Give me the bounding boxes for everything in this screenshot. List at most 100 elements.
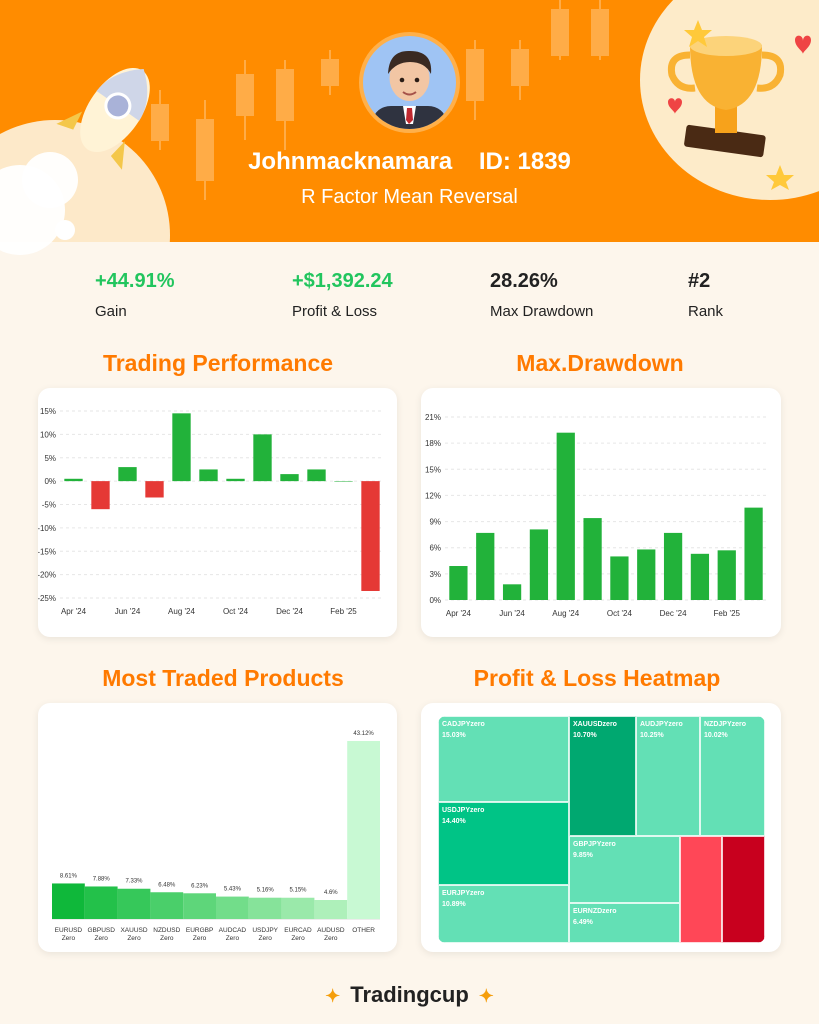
x-tick-label: Dec '24 <box>276 607 303 616</box>
bar <box>610 556 629 600</box>
bar <box>91 481 110 510</box>
y-tick-label: -15% <box>38 547 56 556</box>
pnl-heatmap: CADJPYzero 15.03% USDJPYzero 14.40% EURJPYze… <box>438 716 765 943</box>
y-tick-label: 9% <box>429 518 441 527</box>
bar <box>529 529 549 600</box>
bar <box>172 413 191 482</box>
bar <box>556 432 575 600</box>
category-label: OTHER <box>352 927 375 934</box>
heatmap-cell: EURJPYzero 10.89% <box>438 885 569 943</box>
username: Johnmacknamara <box>248 148 453 175</box>
bar-value-label: 6.23% <box>191 883 209 889</box>
bar <box>118 467 137 482</box>
bar-value-label: 6.48% <box>158 882 176 888</box>
heatmap-card: CADJPYzero 15.03% USDJPYzero 14.40% EURJPYze… <box>421 703 781 952</box>
stat-rank-value: #2 <box>688 270 711 292</box>
y-tick-label: -5% <box>42 501 56 510</box>
y-tick-label: 3% <box>429 570 441 579</box>
heatmap-cell: AUDJPYzero 10.25% <box>636 716 700 836</box>
heatmap-cell-value: 10.02% <box>704 731 728 739</box>
bar <box>307 469 326 482</box>
footer-brand: ✦ Tradingcup ✦ <box>0 982 819 1008</box>
heatmap-cell-name: NZDJPYzero <box>704 721 747 728</box>
x-tick-label: Jun '24 <box>499 609 525 618</box>
y-tick-label: 0% <box>429 596 441 605</box>
category-label: AUDUSD <box>317 927 345 934</box>
y-tick-label: 10% <box>40 430 56 439</box>
user-avatar <box>359 32 460 133</box>
product-bar <box>52 883 85 919</box>
y-tick-label: 18% <box>425 439 441 448</box>
category-label: EURUSD <box>55 927 83 934</box>
category-label-line2: Zero <box>291 935 305 942</box>
x-tick-label: Aug '24 <box>168 607 195 616</box>
bar <box>226 478 245 482</box>
y-tick-label: 15% <box>40 407 56 416</box>
candlestick-background <box>151 0 609 200</box>
heatmap-cell-name: CADJPYzero <box>442 721 485 728</box>
product-bar <box>248 897 282 919</box>
heatmap-cell-name: GBPJPYzero <box>573 841 616 848</box>
heatmap-cell-value: 9.85% <box>573 851 593 859</box>
bar-value-label: 5.15% <box>289 888 307 894</box>
bar-value-label: 4.6% <box>324 890 338 896</box>
y-tick-label: 5% <box>44 454 56 463</box>
bar <box>145 481 164 498</box>
heatmap-cell-name: EURNZDzero <box>573 908 617 915</box>
bar-value-label: 5.16% <box>257 888 275 894</box>
bar <box>199 469 218 482</box>
bar-value-label: 7.88% <box>93 876 111 882</box>
stat-pnl-label: Profit & Loss <box>292 303 378 320</box>
heatmap-cell-value: 10.89% <box>442 900 466 908</box>
product-bar <box>117 888 151 919</box>
heatmap-cell-value: 10.70% <box>573 731 597 739</box>
bar <box>502 584 522 600</box>
x-tick-label: Aug '24 <box>552 609 579 618</box>
bar-value-label: 8.61% <box>60 873 78 879</box>
leaf-icon-right: ✦ <box>478 986 494 1006</box>
product-bar <box>84 886 118 919</box>
bar-value-label: 43.12% <box>353 731 374 737</box>
stat-gain: +44.91% Gain <box>95 270 175 320</box>
drawdown-title: Max.Drawdown <box>516 350 684 376</box>
y-tick-label: 12% <box>425 491 441 500</box>
x-tick-label: Apr '24 <box>61 607 87 616</box>
heatmap-cell-name: USDJPYzero <box>442 807 485 814</box>
bar-value-label: 7.33% <box>125 879 143 885</box>
heatmap-cell <box>722 836 765 943</box>
performance-chart-card: 15% 10% 5% 0% -5% -10% -15% -20% -25% Apr '24 Jun … <box>38 388 397 637</box>
heatmap-cell-name: AUDJPYzero <box>640 721 683 728</box>
heatmap-cell-name: EURJPYzero <box>442 890 485 897</box>
heatmap-cell: CADJPYzero 15.03% <box>438 716 569 802</box>
category-label: EURCAD <box>284 927 312 934</box>
category-label-line2: Zero <box>259 935 273 942</box>
x-tick-label: Oct '24 <box>607 609 633 618</box>
category-label-line2: Zero <box>160 935 174 942</box>
heatmap-cell: EURNZDzero 6.49% <box>569 903 680 943</box>
category-label: AUDCAD <box>219 927 247 934</box>
bar <box>361 481 380 591</box>
performance-chart: 15% 10% 5% 0% -5% -10% -15% -20% -25% Apr '24 Jun … <box>38 407 384 616</box>
y-tick-label: 0% <box>44 477 56 486</box>
x-tick-label: Apr '24 <box>446 609 472 618</box>
brand-name: Tradingcup <box>350 982 469 1007</box>
bar <box>744 507 763 600</box>
heatmap-cell-name: XAUUSDzero <box>573 721 617 728</box>
heatmap-cell: USDJPYzero 14.40% <box>438 802 569 885</box>
category-label: XAUUSD <box>120 927 147 934</box>
heatmap-cell <box>680 836 722 943</box>
product-bar <box>347 741 380 919</box>
trophy-icon <box>667 20 811 190</box>
category-label-line2: Zero <box>62 935 76 942</box>
products-chart: 8.61%EURUSDZero7.88%GBPUSDZero7.33%XAUUS… <box>52 731 380 942</box>
x-tick-label: Jun '24 <box>115 607 141 616</box>
bar <box>64 478 83 482</box>
x-tick-label: Feb '25 <box>330 607 357 616</box>
leaf-icon-left: ✦ <box>325 986 341 1006</box>
bar <box>476 532 495 600</box>
heatmap-title: Profit & Loss Heatmap <box>473 665 721 691</box>
username-line: Johnmacknamara ID: 1839 <box>0 148 819 176</box>
heatmap-cell-value: 10.25% <box>640 731 664 739</box>
bar <box>280 474 299 482</box>
stat-gain-value: +44.91% <box>95 270 175 292</box>
